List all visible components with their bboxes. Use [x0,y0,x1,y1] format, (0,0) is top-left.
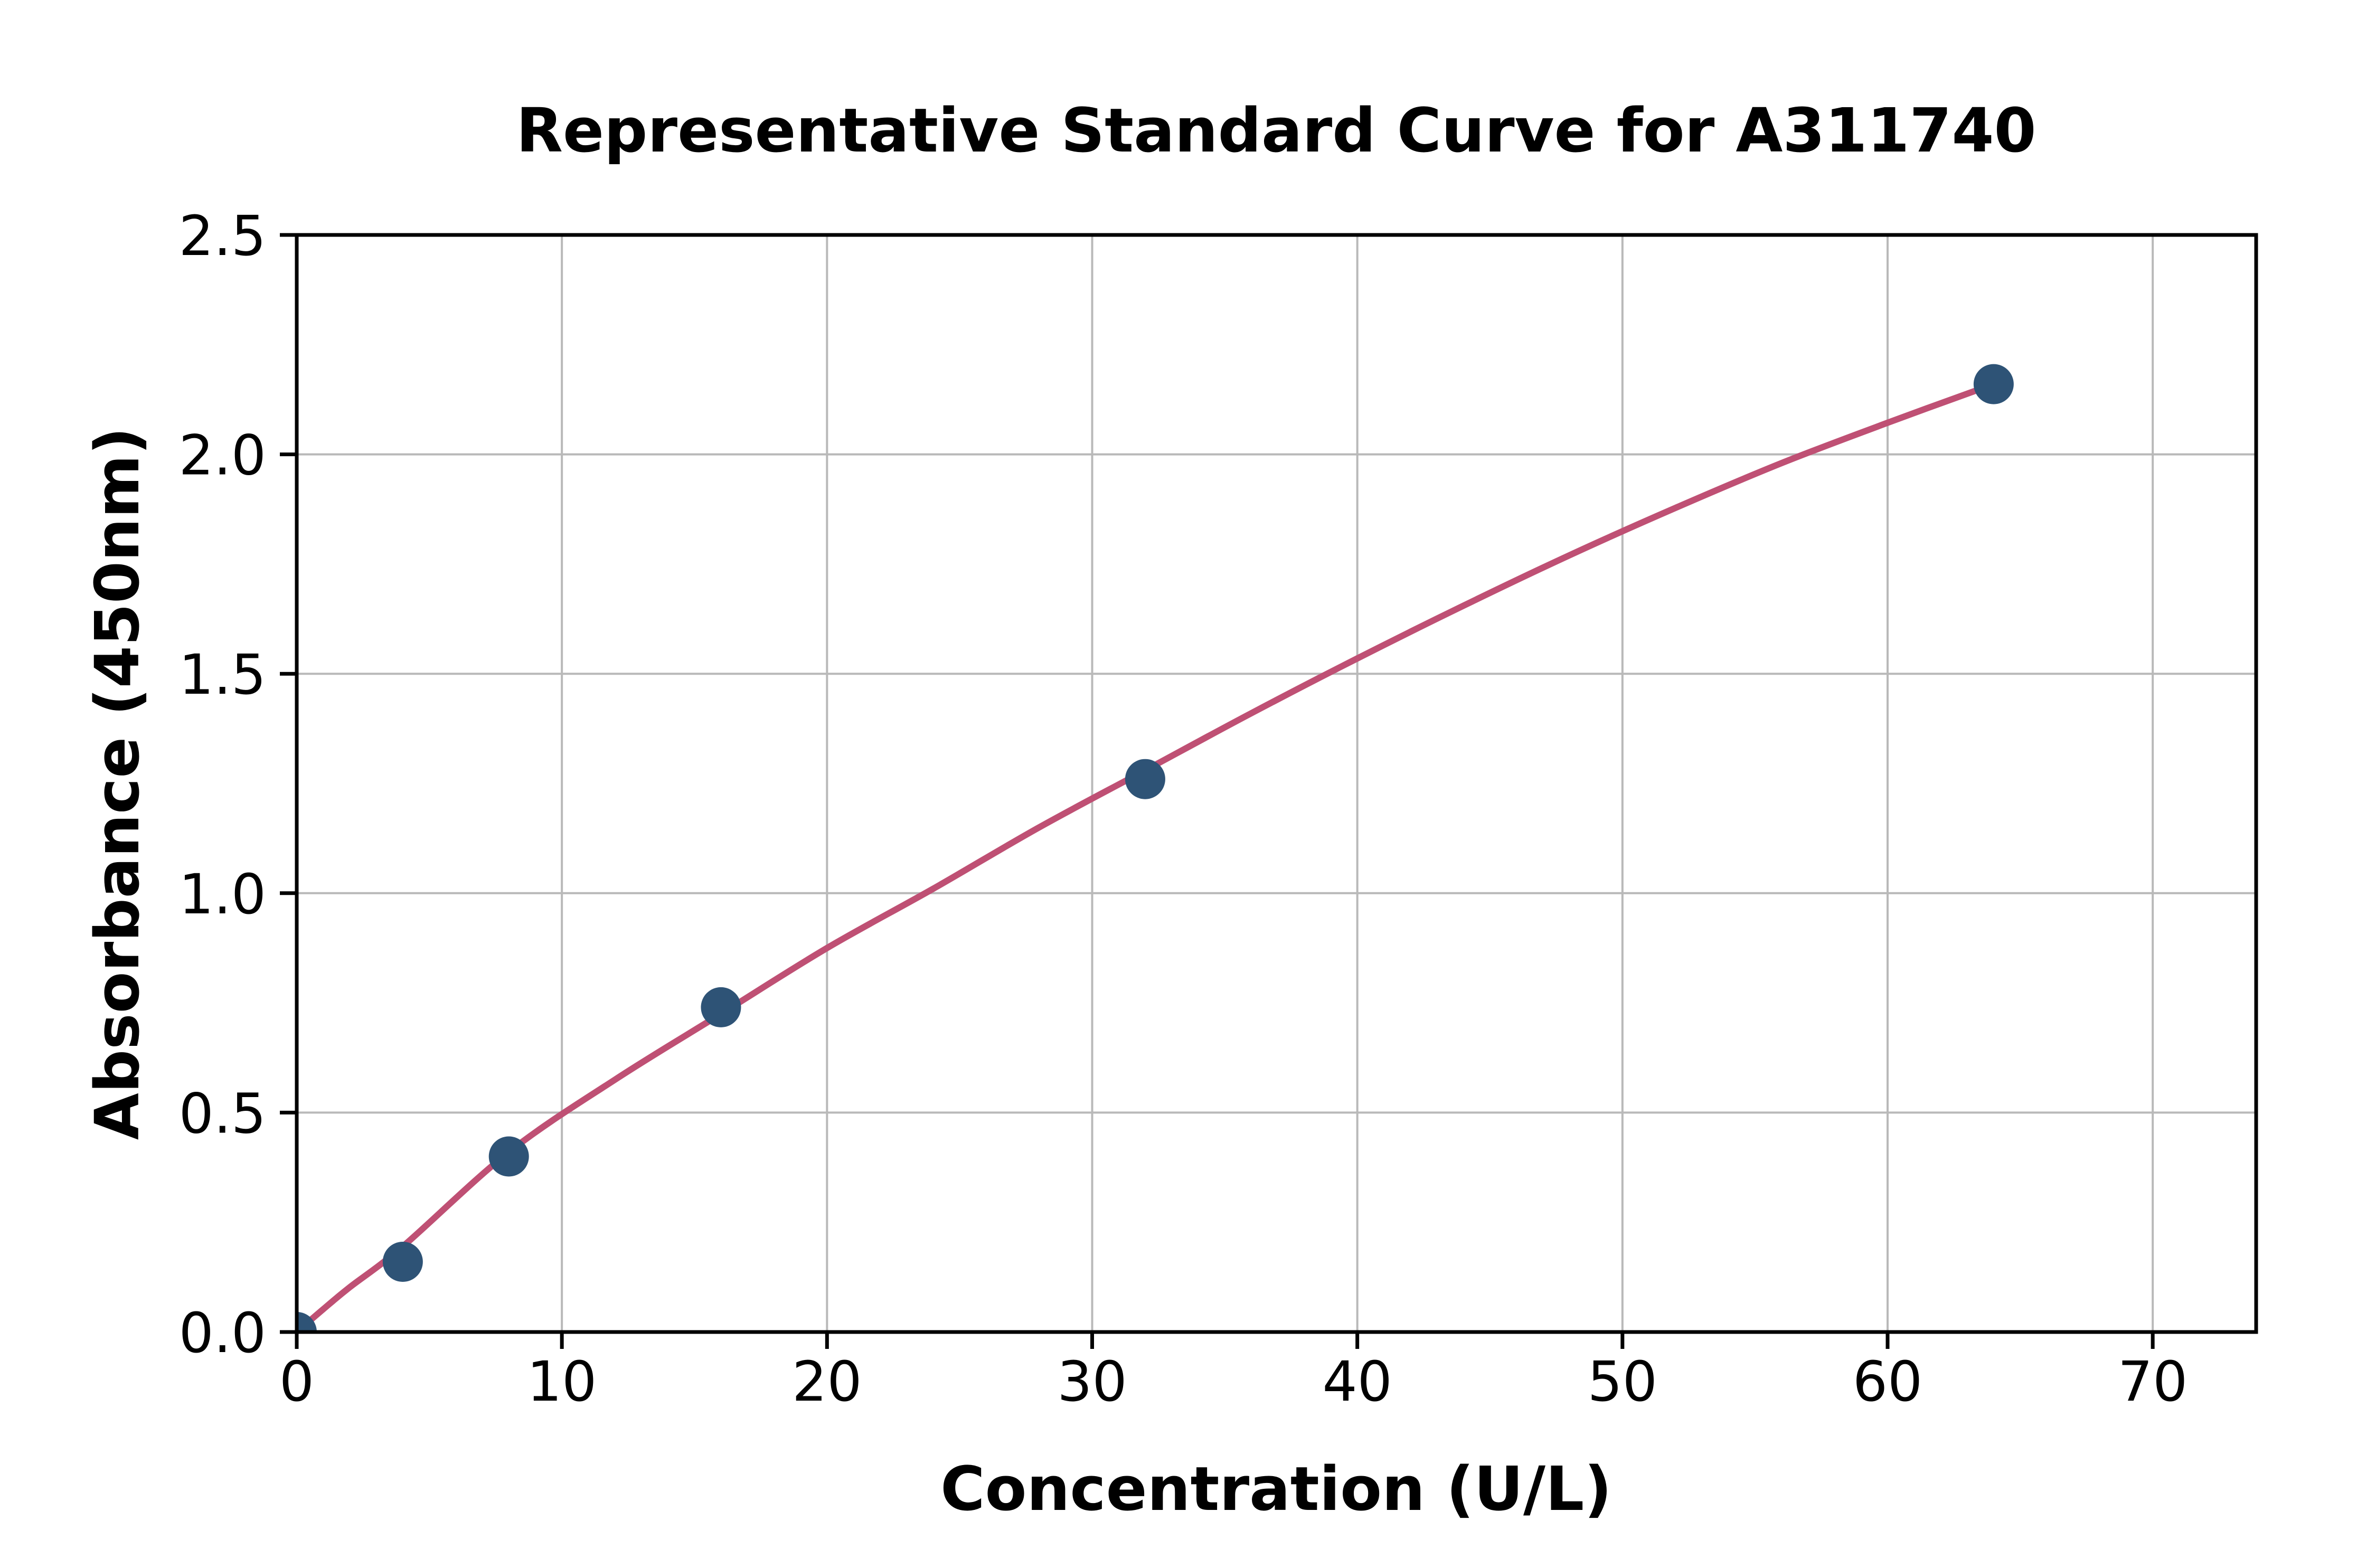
x-tick-label: 60 [1853,1349,1922,1414]
fit-curve-line [297,381,1997,1332]
data-point [297,1312,317,1332]
tick-label-layer: 0 10 20 30 40 50 60 70 0.0 0.5 1.0 1.5 2.0 2.5 [179,204,2188,1414]
y-tick-label: 1.5 [179,643,266,707]
y-tick-label: 1.0 [179,862,266,927]
chart-title: Representative Standard Curve for A31174… [516,96,2036,166]
data-point [382,1242,423,1282]
data-point [701,987,741,1027]
x-tick-label: 30 [1057,1349,1127,1414]
x-tick-label: 70 [2118,1349,2188,1414]
x-tick-label: 20 [792,1349,862,1414]
axis-layer [280,233,2258,1349]
y-tick-label: 0.0 [179,1301,266,1365]
y-tick-label: 2.0 [179,423,266,488]
y-axis-label: Absorbance (450nm) [82,427,153,1140]
x-tick-label: 50 [1588,1349,1657,1414]
x-tick-label: 40 [1322,1349,1392,1414]
plot-border [295,233,2258,1334]
x-tick-label: 10 [527,1349,597,1414]
data-point [488,1136,529,1177]
data-point [1973,364,2014,404]
x-tick-label: 0 [279,1349,314,1414]
data-layer [297,364,2014,1332]
y-tick-label: 0.5 [179,1081,266,1146]
x-axis-label: Concentration (U/L) [940,1454,1612,1525]
data-point [1125,759,1165,799]
grid-layer [296,234,2256,1333]
y-tick-label: 2.5 [179,204,266,268]
